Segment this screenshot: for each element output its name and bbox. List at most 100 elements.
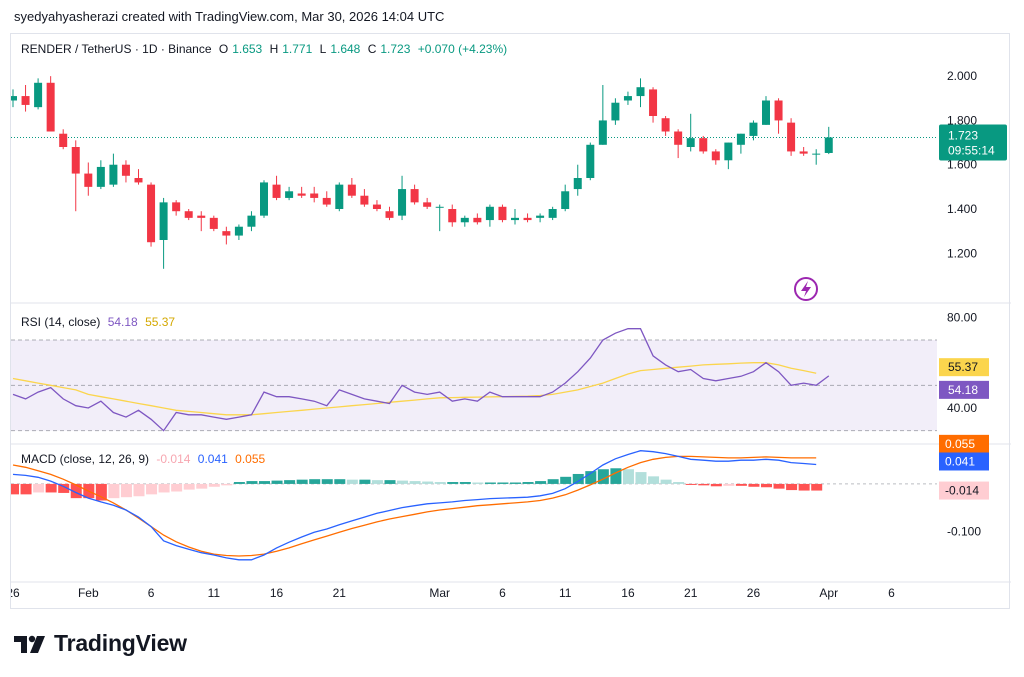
- x-tick-label: 16: [270, 586, 284, 600]
- high-label: H: [269, 42, 279, 56]
- macd-hist-bar: [735, 483, 747, 486]
- candle-body: [159, 202, 168, 240]
- candle-body: [736, 133, 745, 145]
- macd-hist-bar: [422, 481, 434, 484]
- macd-hist-bar: [497, 482, 509, 484]
- macd-label[interactable]: MACD (close, 12, 26, 9): [21, 452, 150, 466]
- chart-canvas[interactable]: 2.000 1.800 1.600 1.400 1.200 80.00 40.00 -0.10…: [11, 34, 1011, 610]
- tradingview-logo[interactable]: TradingView: [14, 630, 187, 657]
- candle-body: [498, 206, 507, 221]
- macd-hist-bar: [710, 483, 722, 487]
- candle-body: [96, 166, 105, 187]
- chart-frame[interactable]: 2.000 1.800 1.600 1.400 1.200 80.00 40.00 -0.10…: [10, 33, 1011, 610]
- macd-legend: MACD (close, 12, 26, 9) -0.014 0.041 0.0…: [21, 452, 269, 466]
- rsi-badge-value: 54.18: [948, 383, 978, 397]
- candle-body: [724, 142, 733, 161]
- x-tick-label: 21: [333, 586, 347, 600]
- rsi-legend: RSI (14, close) 54.18 55.37: [21, 315, 179, 329]
- macd-hist-bar: [146, 483, 158, 495]
- macd-hist-bar: [522, 482, 534, 484]
- macd-hist-bar: [259, 481, 270, 484]
- candle-body: [134, 178, 143, 183]
- candle-body: [435, 206, 444, 208]
- x-tick-label: 26: [747, 586, 761, 600]
- candle-body: [260, 182, 268, 216]
- macd-hist-bar: [233, 482, 245, 484]
- candle-body: [285, 191, 294, 198]
- candle-body: [448, 209, 457, 223]
- candle-body: [372, 204, 381, 209]
- close-value: 1.723: [380, 42, 411, 56]
- candle-body: [548, 209, 557, 218]
- x-tick-label: 16: [621, 586, 635, 600]
- price-badge-countdown: 09:55:14: [948, 143, 995, 157]
- macd-hist-bar: [58, 483, 70, 493]
- rsi-value: 54.18: [107, 315, 138, 329]
- candle-body: [485, 206, 494, 221]
- candle-body: [711, 151, 720, 161]
- rsi-label[interactable]: RSI (14, close): [21, 315, 101, 329]
- macd-hist-bar: [723, 483, 735, 486]
- candle-body: [423, 202, 432, 207]
- x-tick-label: 26: [11, 586, 20, 600]
- macd-hist-bar: [33, 483, 45, 493]
- macd-tick-label: -0.100: [947, 524, 981, 538]
- macd-signal-badge-value: 0.055: [945, 437, 975, 451]
- macd-hist-bar: [371, 480, 383, 484]
- macd-line: [12, 450, 817, 561]
- rsi-ma-badge-value: 55.37: [948, 360, 978, 374]
- candle-body: [335, 184, 344, 209]
- candle-body: [322, 197, 331, 205]
- candle-body: [473, 217, 482, 223]
- candle-body: [209, 217, 218, 229]
- macd-hist-bar: [761, 483, 772, 488]
- candle-body: [699, 138, 708, 152]
- macd-hist-bar: [183, 483, 195, 490]
- macd-hist-bar: [359, 479, 371, 484]
- rsi-line: [12, 328, 830, 432]
- candle-body: [297, 193, 306, 196]
- chart-credit: syedyahyasherazi created with TradingVie…: [14, 9, 445, 24]
- high-value: 1.771: [282, 42, 313, 56]
- macd-hist-bar: [133, 483, 145, 497]
- change-value: +0.070 (+4.23%): [417, 42, 508, 56]
- x-tick-label: 11: [208, 586, 221, 600]
- macd-hist-bar: [434, 482, 446, 484]
- macd-hist-bar: [811, 483, 823, 491]
- rsi-badge: [939, 380, 989, 399]
- candle-body: [799, 151, 808, 154]
- macd-hist-bar: [635, 472, 647, 484]
- macd-hist-bar: [20, 483, 32, 495]
- macd-hist-bar: [685, 483, 697, 485]
- candle-body: [272, 184, 281, 198]
- macd-signal-badge: [939, 434, 989, 453]
- candle-body: [234, 226, 243, 236]
- candle-body: [121, 164, 130, 176]
- candle-body: [824, 137, 833, 153]
- macd-hist-bar: [585, 471, 597, 484]
- macd-hist-bar: [45, 483, 57, 493]
- macd-hist-bar: [309, 479, 321, 484]
- macd-hist-bar: [334, 479, 346, 484]
- candle-body: [586, 144, 595, 178]
- macd-signal-value: 0.055: [235, 452, 266, 466]
- macd-hist-bar: [510, 482, 521, 484]
- x-tick-label: Apr: [819, 586, 838, 600]
- candle-body: [222, 231, 231, 236]
- candle-body: [511, 217, 519, 221]
- rsi-ma-value: 55.37: [145, 315, 176, 329]
- tradingview-logo-icon: [14, 635, 45, 653]
- candle-body: [184, 211, 193, 218]
- candle-body: [410, 189, 419, 203]
- macd-hist-bar: [773, 483, 785, 489]
- price-badge: [939, 124, 1007, 161]
- macd-hist-bar: [786, 483, 798, 491]
- candle-body: [623, 96, 632, 101]
- price-tick-label: 1.200: [947, 246, 977, 260]
- lightning-icon: [801, 281, 811, 297]
- macd-hist-value: -0.014: [156, 452, 191, 466]
- low-label: L: [319, 42, 327, 56]
- candle-body: [398, 189, 407, 216]
- candle-body: [84, 173, 93, 187]
- symbol-label[interactable]: RENDER / TetherUS · 1D · Binance: [21, 42, 212, 56]
